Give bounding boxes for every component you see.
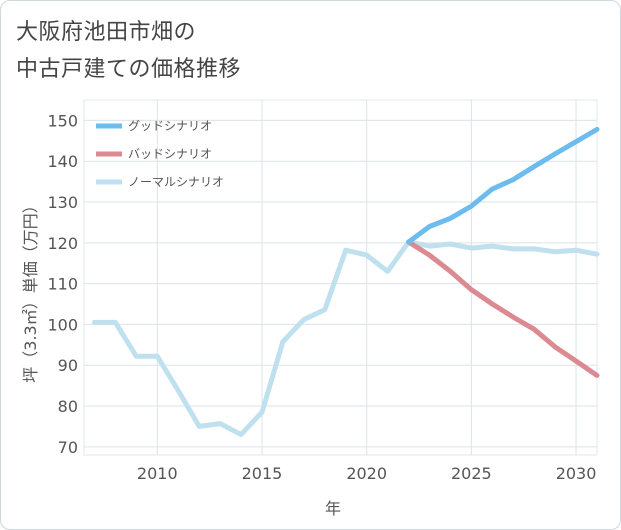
series-lines (92, 126, 600, 438)
legend-label: グッドシナリオ (128, 119, 212, 133)
series-line-2 (92, 239, 600, 438)
y-axis-label: 坪（3.3㎡）単価（万円） (21, 197, 40, 382)
title-line-1: 大阪府池田市畑の (16, 20, 197, 45)
y-tick-label: 70 (58, 438, 78, 457)
series-line-0 (406, 126, 600, 245)
x-tick-label: 2025 (451, 464, 492, 483)
legend-label: ノーマルシナリオ (128, 175, 224, 189)
chart-title: 大阪府池田市畑の 中古戸建ての価格推移 (16, 14, 241, 88)
y-tick-label: 100 (47, 315, 78, 334)
y-tick-label: 110 (47, 275, 78, 294)
axes: 2010 2015 2020 2025 2030 70 80 90 100 110 120 130 14… (47, 111, 596, 483)
grid-lines (83, 99, 598, 456)
y-tick-label: 140 (47, 152, 78, 171)
x-tick-label: 2030 (556, 464, 597, 483)
x-tick-label: 2015 (242, 464, 283, 483)
y-tick-label: 90 (58, 356, 78, 375)
legend-label: バッドシナリオ (128, 147, 212, 161)
x-tick-label: 2010 (137, 464, 178, 483)
plot-area (83, 99, 598, 456)
x-tick-label: 2020 (346, 464, 387, 483)
x-axis-label: 年 (325, 499, 341, 518)
y-tick-label: 150 (47, 111, 78, 130)
title-line-2: 中古戸建ての価格推移 (16, 57, 242, 82)
series-line-1 (406, 239, 600, 378)
y-tick-label: 120 (47, 234, 78, 253)
y-tick-label: 80 (58, 397, 78, 416)
y-tick-label: 130 (47, 193, 78, 212)
